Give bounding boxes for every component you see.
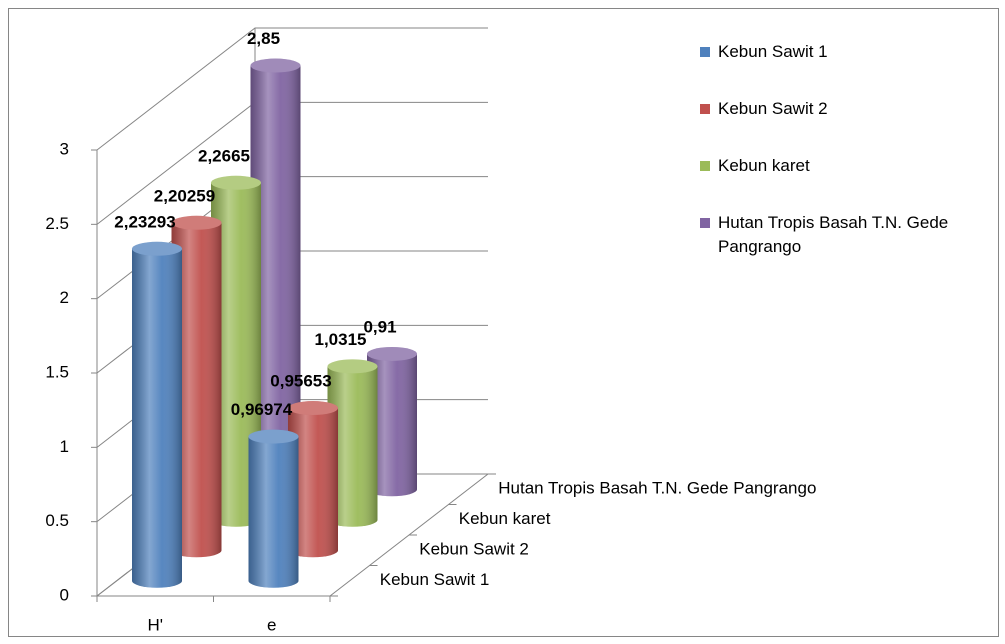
y-tick-label: 1.5 — [45, 362, 69, 381]
bar-top — [211, 175, 261, 190]
bar-top-highlight — [367, 346, 417, 361]
legend-label: Kebun karet — [718, 156, 810, 175]
bar-top — [171, 215, 222, 230]
bar-top-highlight — [250, 58, 301, 73]
cylinder — [367, 346, 417, 497]
legend-swatch — [700, 47, 710, 57]
bar-top-highlight — [132, 241, 182, 256]
x-tick-label: H' — [147, 615, 163, 634]
legend-swatch — [700, 161, 710, 171]
legend-swatch — [700, 218, 710, 228]
bar-shade — [171, 222, 222, 558]
bar-shade — [288, 408, 338, 558]
x-tick-label: e — [267, 615, 276, 634]
data-label: 2,2665 — [198, 146, 250, 165]
legend-item: Kebun Sawit 1 — [700, 40, 990, 64]
bar-top — [288, 401, 338, 416]
bar-shade — [327, 366, 378, 527]
bar-top-highlight — [211, 175, 261, 190]
cylinder — [248, 429, 299, 588]
y-tick-label: 2 — [60, 288, 69, 307]
bar-shade — [248, 436, 299, 588]
bar-top-highlight — [327, 359, 378, 374]
data-label: 0,96974 — [231, 400, 293, 419]
depth-tick-label: Kebun Sawit 1 — [380, 570, 490, 589]
data-label: 2,20259 — [154, 186, 215, 205]
data-label: 1,0315 — [315, 330, 367, 349]
depth-tick-label: Kebun Sawit 2 — [419, 540, 529, 559]
data-label: 2,85 — [247, 29, 280, 48]
cylinder — [250, 58, 301, 497]
bar-shade — [367, 353, 417, 497]
legend-swatch — [700, 104, 710, 114]
bar-top — [367, 346, 417, 361]
depth-tick-label: Hutan Tropis Basah T.N. Gede Pangrango — [498, 479, 816, 498]
legend-label: Kebun Sawit 2 — [718, 99, 828, 118]
cylinder — [132, 241, 182, 588]
data-label: 2,23293 — [114, 212, 175, 231]
legend-item: Kebun Sawit 2 — [700, 97, 990, 121]
legend: Kebun Sawit 1 Kebun Sawit 2 Kebun karet Hut… — [700, 40, 990, 292]
bar-top-highlight — [288, 401, 338, 416]
bar-shade — [250, 65, 301, 497]
y-tick-label: 3 — [60, 139, 69, 158]
cylinder — [171, 215, 222, 558]
legend-label: Kebun Sawit 1 — [718, 42, 828, 61]
legend-label: Hutan Tropis Basah T.N. Gede Pangrango — [718, 213, 949, 256]
bar-top — [327, 359, 378, 374]
y-tick-label: 1 — [60, 437, 69, 456]
bar-top-highlight — [248, 429, 299, 444]
cylinder — [288, 401, 338, 558]
depth-tick-label: Kebun karet — [459, 509, 551, 528]
bar-top-highlight — [171, 215, 222, 230]
bar-top — [248, 429, 299, 444]
bar-shade — [132, 248, 182, 588]
legend-item: Hutan Tropis Basah T.N. Gede Pangrango — [700, 211, 990, 259]
y-tick-label: 0.5 — [45, 511, 69, 530]
bar-top — [250, 58, 301, 73]
cylinder — [327, 359, 378, 527]
y-tick-label: 2.5 — [45, 214, 69, 233]
bar-top — [132, 241, 182, 256]
legend-item: Kebun karet — [700, 154, 990, 178]
chart-border — [8, 8, 999, 637]
data-label: 0,91 — [363, 317, 396, 336]
y-tick-label: 0 — [60, 585, 69, 604]
data-label: 0,95653 — [270, 372, 331, 391]
